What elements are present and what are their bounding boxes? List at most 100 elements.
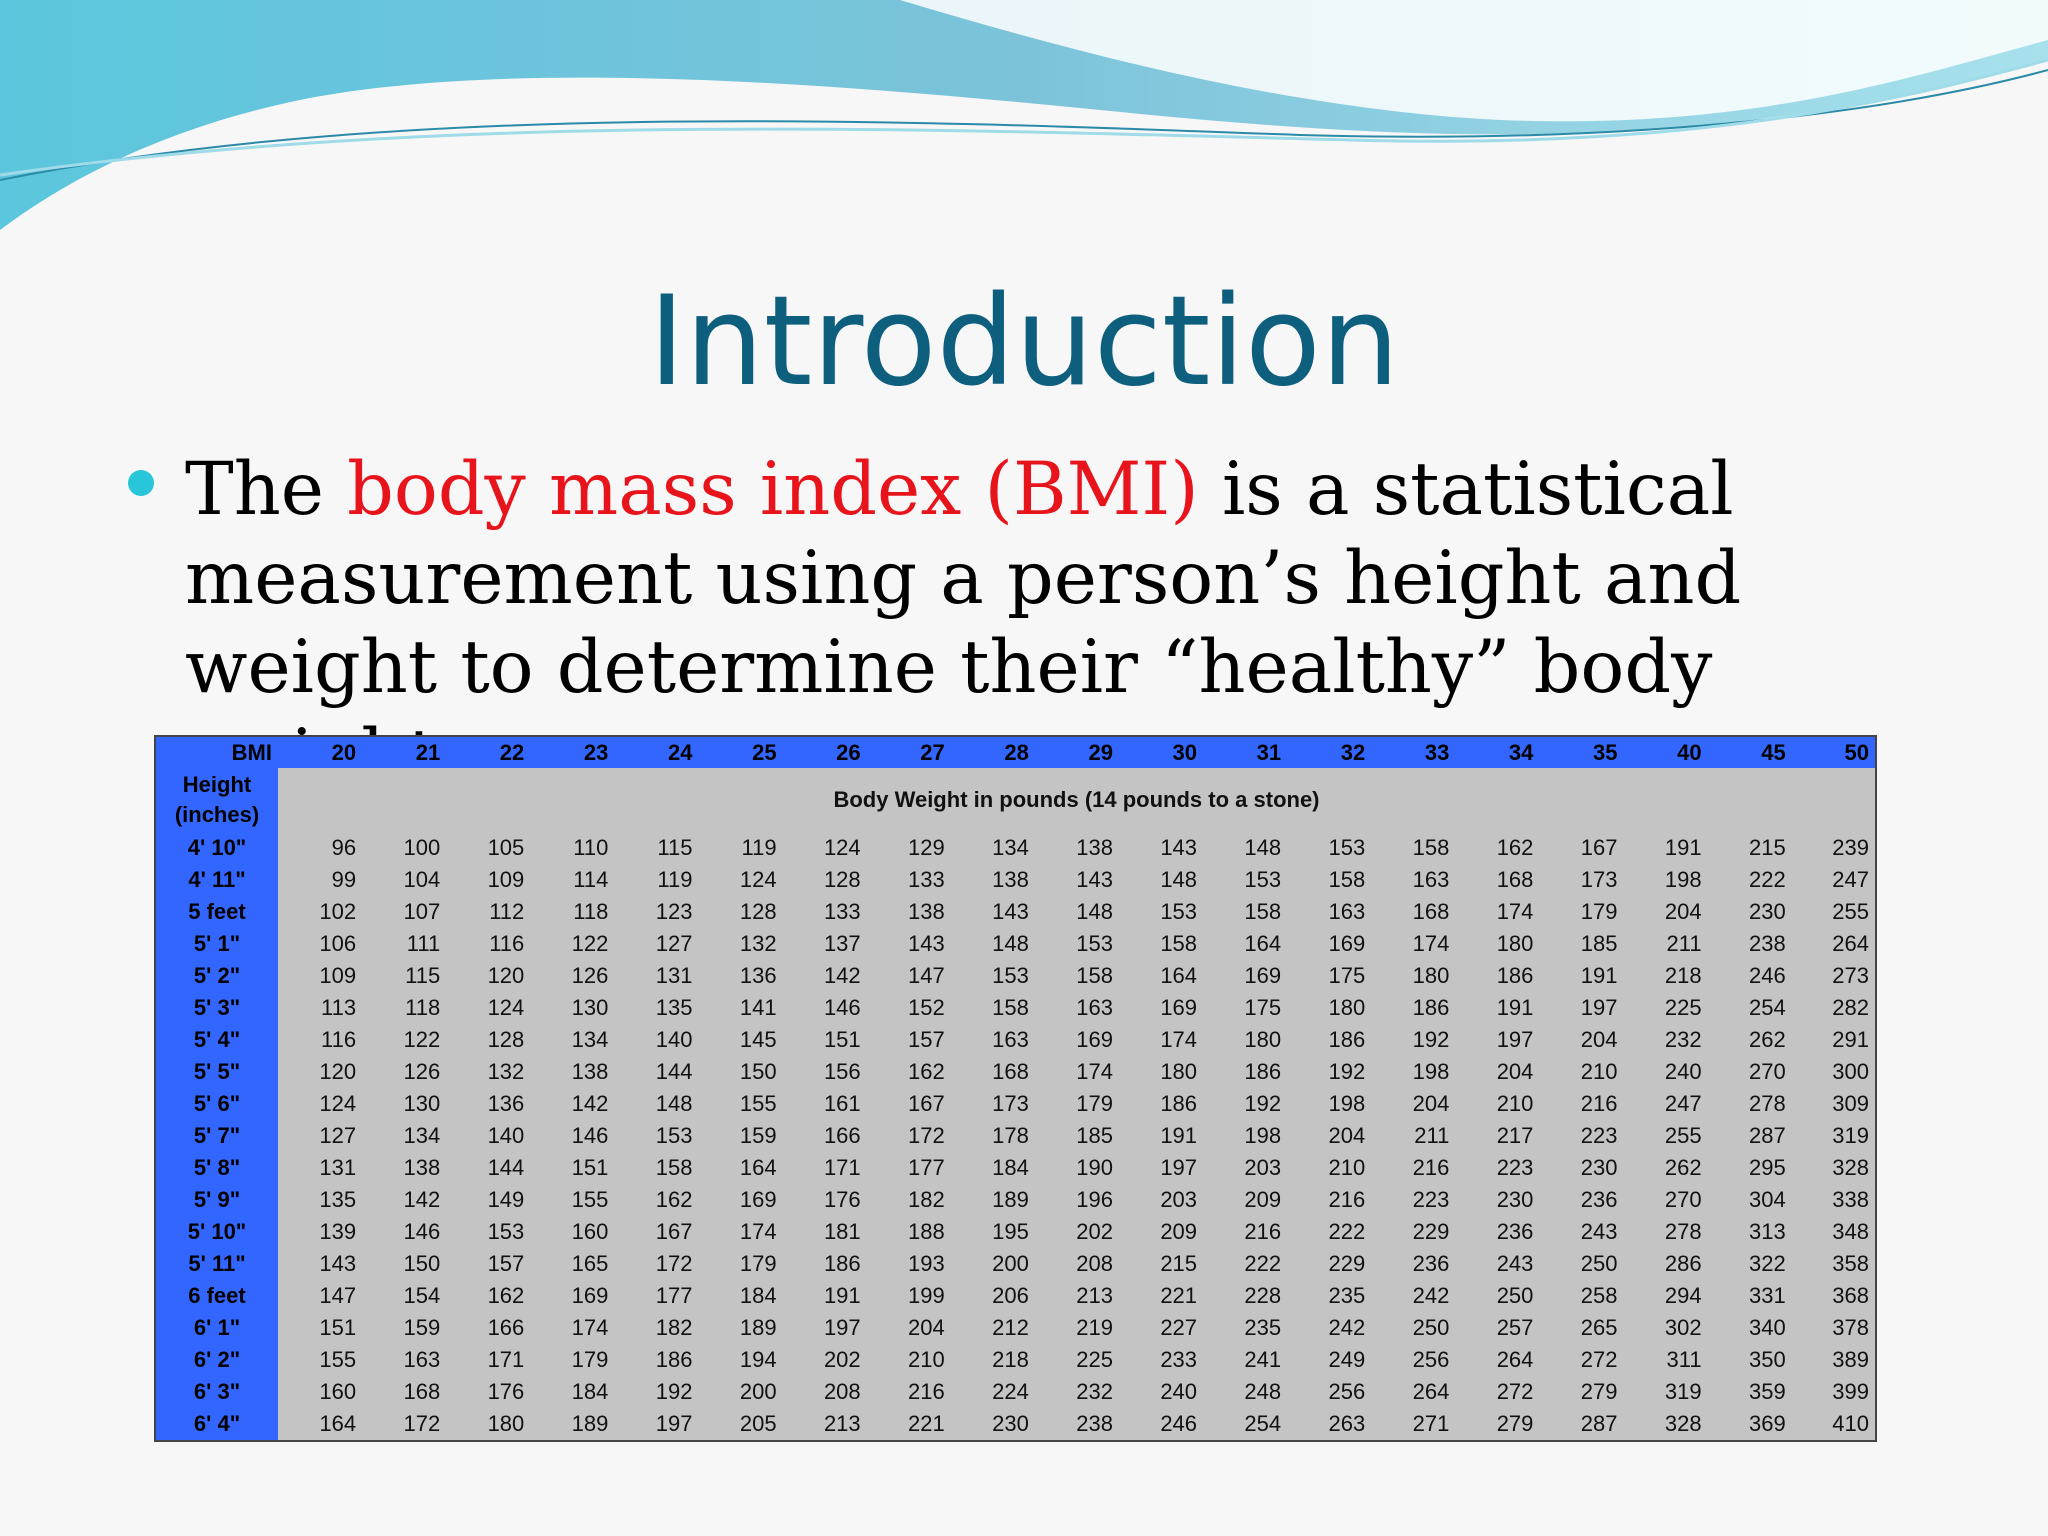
cell: 180 [1203, 1024, 1288, 1056]
cell: 203 [1118, 1184, 1204, 1216]
cell: 168 [950, 1056, 1035, 1088]
cell: 153 [950, 960, 1035, 992]
header-waves [0, 0, 2048, 230]
cell: 358 [1791, 1248, 1876, 1280]
cell: 198 [1623, 864, 1708, 896]
cell: 270 [1623, 1184, 1708, 1216]
cell: 204 [1371, 1088, 1456, 1120]
cell: 182 [614, 1312, 699, 1344]
cell: 167 [866, 1088, 951, 1120]
cell: 139 [278, 1216, 363, 1248]
column-header: 24 [614, 736, 699, 768]
row-label: 5' 2" [155, 960, 278, 992]
table-row: 4' 11" 99 104 109 114 119 124 128 133 138 143 148 15… [155, 864, 1876, 896]
cell: 162 [446, 1280, 531, 1312]
cell: 410 [1791, 1408, 1876, 1441]
cell: 148 [1203, 832, 1288, 864]
table-row: 5' 8" 131 138 144 151 158 164 171 177 184 190 197 20… [155, 1152, 1876, 1184]
cell: 134 [950, 832, 1035, 864]
cell: 338 [1791, 1184, 1876, 1216]
cell: 282 [1791, 992, 1876, 1024]
cell: 247 [1623, 1088, 1708, 1120]
table-row: 5 feet 102 107 112 118 123 128 133 138 143 148 153 1… [155, 896, 1876, 928]
row-label: 5 feet [155, 896, 278, 928]
cell: 163 [1287, 896, 1372, 928]
cell: 174 [1118, 1024, 1204, 1056]
cell: 134 [362, 1120, 447, 1152]
table-row: 5' 10" 139 146 153 160 167 174 181 188 195 202 209 2… [155, 1216, 1876, 1248]
cell: 148 [950, 928, 1035, 960]
cell: 131 [278, 1152, 363, 1184]
cell: 200 [698, 1376, 783, 1408]
cell: 328 [1791, 1152, 1876, 1184]
cell: 216 [866, 1376, 951, 1408]
cell: 163 [362, 1344, 447, 1376]
cell: 311 [1623, 1344, 1708, 1376]
cell: 191 [1455, 992, 1540, 1024]
cell: 158 [950, 992, 1035, 1024]
cell: 165 [530, 1248, 615, 1280]
cell: 126 [362, 1056, 447, 1088]
cell: 169 [530, 1280, 615, 1312]
cell: 287 [1539, 1408, 1624, 1441]
cell: 175 [1203, 992, 1288, 1024]
cell: 233 [1118, 1344, 1204, 1376]
cell: 204 [1455, 1056, 1540, 1088]
cell: 118 [530, 896, 615, 928]
cell: 230 [950, 1408, 1035, 1441]
cell: 331 [1707, 1280, 1792, 1312]
row-label: 5' 5" [155, 1056, 278, 1088]
cell: 229 [1287, 1248, 1372, 1280]
column-header: 34 [1455, 736, 1540, 768]
cell: 202 [1034, 1216, 1119, 1248]
row-label: 5' 7" [155, 1120, 278, 1152]
cell: 197 [782, 1312, 867, 1344]
cell: 291 [1791, 1024, 1876, 1056]
cell: 202 [782, 1344, 867, 1376]
cell: 127 [614, 928, 699, 960]
column-header: 27 [866, 736, 951, 768]
cell: 287 [1707, 1120, 1792, 1152]
cell: 151 [278, 1312, 363, 1344]
cell: 197 [1118, 1152, 1204, 1184]
cell: 111 [362, 928, 447, 960]
cell: 225 [1034, 1344, 1119, 1376]
cell: 153 [446, 1216, 531, 1248]
cell: 198 [1371, 1056, 1456, 1088]
cell: 211 [1623, 928, 1708, 960]
cell: 319 [1623, 1376, 1708, 1408]
cell: 168 [362, 1376, 447, 1408]
cell: 210 [1539, 1056, 1624, 1088]
cell: 157 [866, 1024, 951, 1056]
cell: 120 [278, 1056, 363, 1088]
cell: 238 [1034, 1408, 1119, 1441]
row-label: 4' 11" [155, 864, 278, 896]
cell: 189 [698, 1312, 783, 1344]
cell: 104 [362, 864, 447, 896]
cell: 222 [1707, 864, 1792, 896]
table-row: 4' 10" 96 100 105 110 115 119 124 129 134 138 143 14… [155, 832, 1876, 864]
cell: 179 [698, 1248, 783, 1280]
cell: 300 [1791, 1056, 1876, 1088]
cell: 328 [1623, 1408, 1708, 1441]
header-row: BMI 20 21 22 23 24 25 26 27 28 29 30 31 32 33 34 35 40 45 5… [155, 736, 1876, 768]
cell: 186 [1203, 1056, 1288, 1088]
cell: 256 [1371, 1344, 1456, 1376]
cell: 197 [1455, 1024, 1540, 1056]
cell: 262 [1707, 1024, 1792, 1056]
cell: 124 [446, 992, 531, 1024]
cell: 169 [1118, 992, 1204, 1024]
cell: 147 [866, 960, 951, 992]
cell: 359 [1707, 1376, 1792, 1408]
cell: 136 [698, 960, 783, 992]
cell: 240 [1118, 1376, 1204, 1408]
cell: 216 [1287, 1184, 1372, 1216]
cell: 198 [1287, 1088, 1372, 1120]
cell: 236 [1539, 1184, 1624, 1216]
cell: 184 [698, 1280, 783, 1312]
cell: 180 [1371, 960, 1456, 992]
cell: 149 [446, 1184, 531, 1216]
cell: 115 [362, 960, 447, 992]
cell: 171 [782, 1152, 867, 1184]
text: The [185, 447, 324, 532]
